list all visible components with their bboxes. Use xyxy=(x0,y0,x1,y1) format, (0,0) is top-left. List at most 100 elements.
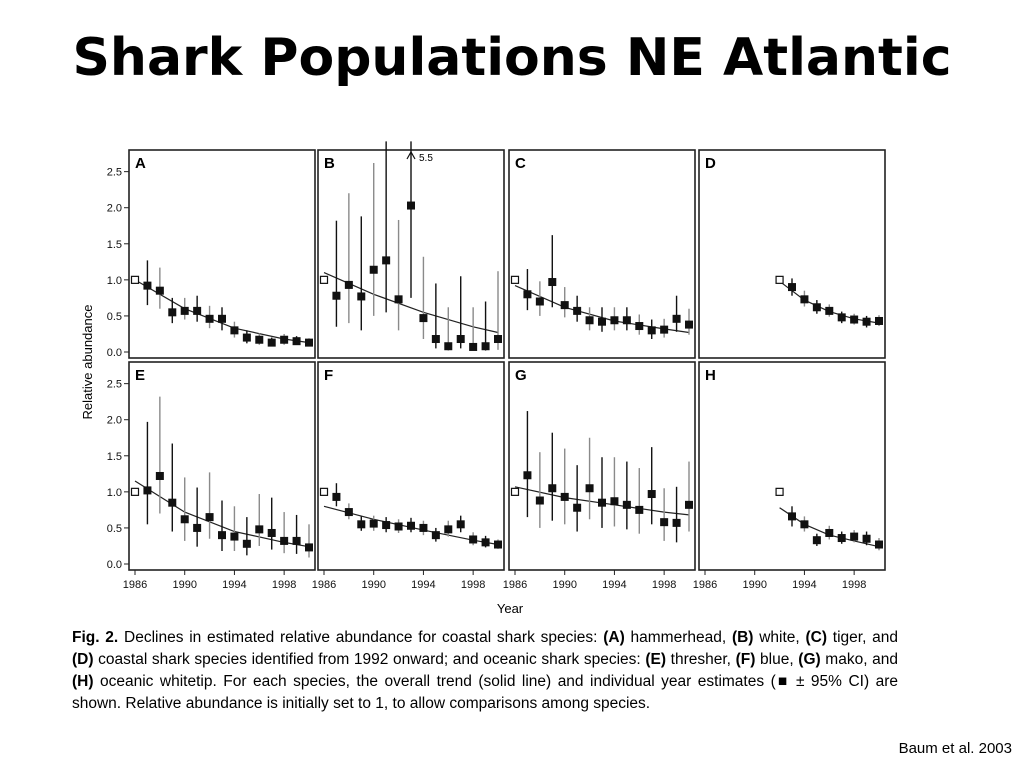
data-point xyxy=(168,498,177,507)
caption-run: Declines in estimated relative abundance… xyxy=(118,629,604,646)
caption-run: mako, and xyxy=(820,651,898,668)
data-point xyxy=(812,303,821,312)
caption-run: hammerhead, xyxy=(624,629,732,646)
baseline-marker xyxy=(775,275,784,284)
data-point xyxy=(610,316,619,325)
data-point xyxy=(875,540,883,549)
data-point xyxy=(155,286,164,295)
data-point xyxy=(357,292,366,301)
data-point xyxy=(205,513,214,522)
data-point xyxy=(660,518,669,527)
data-point xyxy=(444,342,453,351)
caption-run: coastal shark species identified from 19… xyxy=(93,651,646,668)
panel-frame xyxy=(698,149,886,359)
data-point xyxy=(647,490,656,499)
figure-caption: Fig. 2. Declines in estimated relative a… xyxy=(72,627,898,715)
data-point xyxy=(242,539,251,548)
panel-label: H xyxy=(705,367,716,384)
data-point xyxy=(875,316,883,325)
data-point xyxy=(635,505,644,514)
data-point xyxy=(344,280,353,289)
y-tick-label: 2.5 xyxy=(107,379,122,391)
y-tick-label: 0.0 xyxy=(107,347,122,359)
x-tick-label: 1998 xyxy=(842,579,866,591)
data-point xyxy=(344,508,353,517)
data-point xyxy=(850,315,859,324)
data-point xyxy=(168,308,177,317)
data-point xyxy=(548,484,557,493)
caption-run: (H) xyxy=(72,673,94,690)
data-point xyxy=(369,265,378,274)
baseline-marker xyxy=(319,275,329,284)
data-point xyxy=(494,540,502,549)
data-point xyxy=(332,291,341,300)
data-point xyxy=(788,283,796,292)
data-point xyxy=(837,534,846,543)
baseline-marker xyxy=(775,487,784,496)
baseline-marker xyxy=(319,487,329,496)
data-point xyxy=(862,317,871,326)
x-tick-label: 1986 xyxy=(312,579,336,591)
x-tick-label: 1986 xyxy=(693,579,717,591)
data-point xyxy=(255,525,264,534)
caption-run: (D) xyxy=(72,651,94,668)
data-point xyxy=(585,316,594,325)
x-tick-label: 1990 xyxy=(172,579,196,591)
data-point xyxy=(143,486,152,495)
caption-run: (C) xyxy=(805,629,828,646)
data-point xyxy=(800,295,809,304)
data-point xyxy=(267,338,276,347)
x-tick-label: 1994 xyxy=(602,579,626,591)
data-point xyxy=(469,535,478,544)
caption-run: thresher, xyxy=(666,651,736,668)
baseline-marker xyxy=(510,275,520,284)
data-point xyxy=(267,528,276,537)
caption-run: tiger, and xyxy=(827,629,899,646)
data-point xyxy=(292,536,301,545)
data-point xyxy=(456,520,465,529)
y-tick-label: 0.5 xyxy=(107,523,122,535)
data-point xyxy=(280,335,289,344)
arrow-head xyxy=(406,150,416,160)
panel-label: G xyxy=(515,367,527,384)
data-point xyxy=(242,333,251,342)
y-tick-label: 1.0 xyxy=(107,275,122,287)
data-point xyxy=(180,515,189,524)
data-point xyxy=(672,314,681,323)
data-point xyxy=(407,521,415,530)
data-point xyxy=(394,522,403,531)
baseline-marker xyxy=(130,487,140,496)
caption-run: (E) xyxy=(645,651,667,668)
data-point xyxy=(332,492,341,501)
baseline-marker xyxy=(130,275,140,284)
data-point xyxy=(357,520,366,529)
data-point xyxy=(431,531,440,540)
y-tick-label: 0.5 xyxy=(107,311,122,323)
data-point xyxy=(193,306,202,315)
data-point xyxy=(573,306,582,315)
data-point xyxy=(800,520,809,529)
y-tick-label: 2.0 xyxy=(107,415,122,427)
caption-run: oceanic whitetip. For each species, the … xyxy=(93,673,776,690)
data-point xyxy=(143,281,152,290)
data-point xyxy=(573,503,582,512)
y-tick-label: 1.5 xyxy=(107,239,122,251)
data-point xyxy=(180,306,189,315)
caption-run: (F) xyxy=(735,651,756,668)
data-point xyxy=(622,316,631,325)
caption-run: (B) xyxy=(731,629,754,646)
data-point xyxy=(685,320,693,329)
y-axis-title: Relative abundance xyxy=(80,305,95,420)
caption-text: Declines in estimated relative abundance… xyxy=(72,629,898,712)
data-point xyxy=(535,496,544,505)
data-point xyxy=(610,497,619,506)
y-tick-label: 0.0 xyxy=(107,559,122,571)
data-point xyxy=(862,534,871,543)
y-tick-label: 2.5 xyxy=(107,167,122,179)
data-point xyxy=(660,325,669,334)
data-point xyxy=(825,528,834,537)
data-point xyxy=(598,498,606,507)
data-point xyxy=(305,543,313,552)
data-point xyxy=(382,521,391,530)
x-tick-label: 1998 xyxy=(461,579,485,591)
